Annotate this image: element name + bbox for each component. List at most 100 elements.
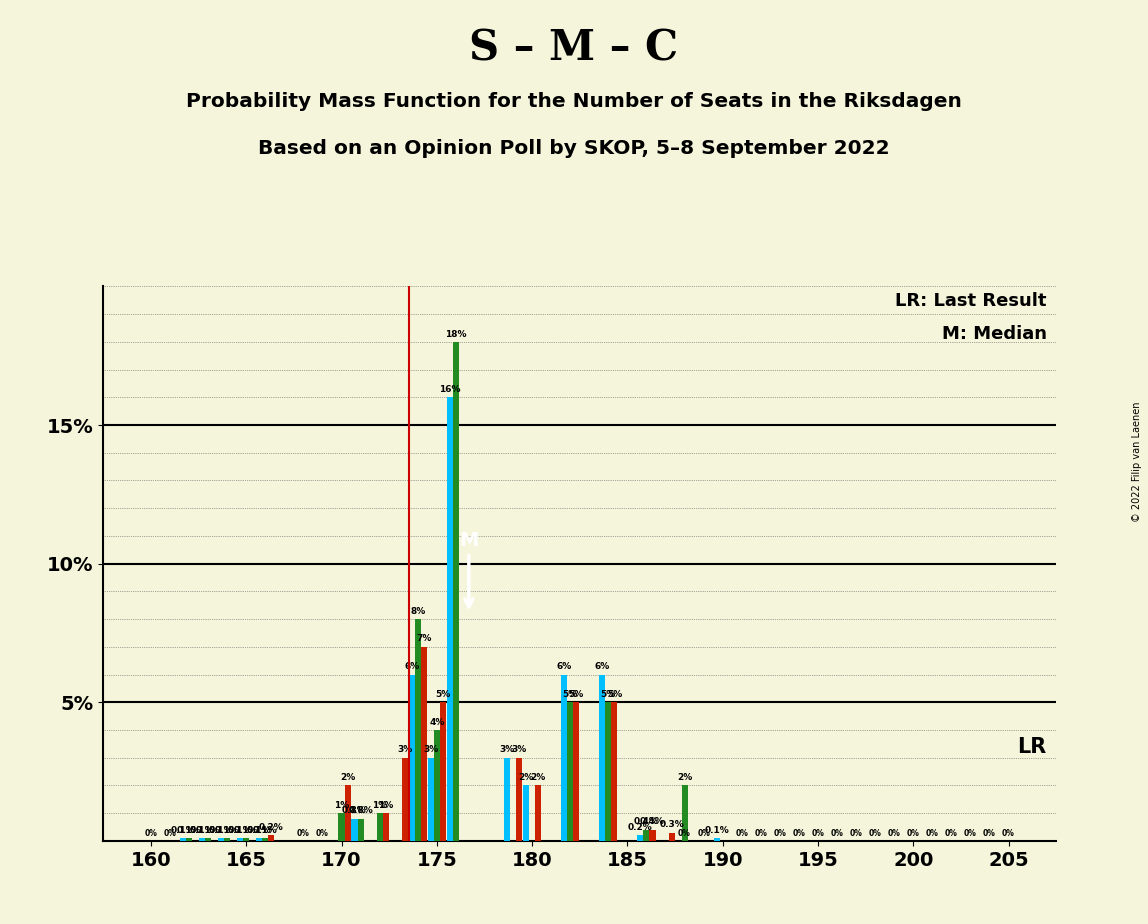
Text: 18%: 18% [445, 330, 466, 338]
Text: 0.4%: 0.4% [634, 818, 659, 826]
Text: 0.1%: 0.1% [253, 826, 278, 834]
Text: 0.8%: 0.8% [342, 807, 367, 815]
Text: 0%: 0% [945, 829, 957, 837]
Text: 0%: 0% [925, 829, 939, 837]
Bar [682, 785, 688, 841]
Bar [339, 813, 344, 841]
Text: LR: Last Result: LR: Last Result [895, 292, 1047, 310]
Text: 3%: 3% [512, 746, 527, 754]
Text: 0%: 0% [145, 829, 157, 837]
Bar [205, 838, 211, 841]
Bar [218, 838, 224, 841]
Text: 0%: 0% [297, 829, 310, 837]
Bar [561, 675, 567, 841]
Text: 7%: 7% [417, 635, 432, 643]
Text: 5%: 5% [568, 690, 584, 699]
Bar [504, 758, 510, 841]
Bar [256, 838, 262, 841]
Text: 0.2%: 0.2% [259, 823, 284, 832]
Bar [377, 813, 382, 841]
Bar [414, 619, 421, 841]
Text: S – M – C: S – M – C [470, 28, 678, 69]
Bar [605, 702, 612, 841]
Bar [199, 838, 205, 841]
Bar [517, 758, 522, 841]
Bar [402, 758, 408, 841]
Text: 6%: 6% [595, 663, 610, 671]
Bar [434, 730, 440, 841]
Bar [409, 675, 414, 841]
Bar [180, 838, 186, 841]
Text: Based on an Opinion Poll by SKOP, 5–8 September 2022: Based on an Opinion Poll by SKOP, 5–8 Se… [258, 139, 890, 158]
Text: 0.8%: 0.8% [348, 807, 373, 815]
Text: 1%: 1% [334, 801, 349, 809]
Text: 3%: 3% [499, 746, 514, 754]
Bar [523, 785, 529, 841]
Text: 0%: 0% [697, 829, 711, 837]
Bar [344, 785, 350, 841]
Bar [643, 830, 650, 841]
Text: 2%: 2% [530, 773, 545, 782]
Bar [351, 819, 357, 841]
Text: 0%: 0% [850, 829, 862, 837]
Text: 5%: 5% [435, 690, 450, 699]
Bar [668, 833, 675, 841]
Text: 0%: 0% [907, 829, 920, 837]
Text: 1%: 1% [372, 801, 387, 809]
Bar [440, 702, 445, 841]
Bar [612, 702, 618, 841]
Text: 0.1%: 0.1% [177, 826, 201, 834]
Text: 6%: 6% [404, 663, 419, 671]
Bar [243, 838, 249, 841]
Text: 2%: 2% [677, 773, 692, 782]
Text: 0.2%: 0.2% [628, 823, 653, 832]
Bar [262, 838, 269, 841]
Text: 0.1%: 0.1% [227, 826, 253, 834]
Bar [428, 758, 434, 841]
Text: 0.4%: 0.4% [641, 818, 665, 826]
Text: 0%: 0% [830, 829, 844, 837]
Text: © 2022 Filip van Laenen: © 2022 Filip van Laenen [1132, 402, 1142, 522]
Text: 3%: 3% [397, 746, 412, 754]
Text: 5%: 5% [600, 690, 616, 699]
Text: 2%: 2% [519, 773, 534, 782]
Text: 5%: 5% [563, 690, 577, 699]
Text: 0.3%: 0.3% [659, 821, 684, 829]
Text: 0.1%: 0.1% [209, 826, 233, 834]
Text: M: M [459, 530, 479, 607]
Text: 0%: 0% [774, 829, 786, 837]
Text: M: Median: M: Median [941, 325, 1047, 343]
Text: 0%: 0% [869, 829, 882, 837]
Text: 6%: 6% [557, 663, 572, 671]
Bar [224, 838, 231, 841]
Text: 0.1%: 0.1% [189, 826, 215, 834]
Text: 5%: 5% [607, 690, 622, 699]
Text: LR: LR [1017, 736, 1047, 757]
Bar [573, 702, 580, 841]
Bar [357, 819, 364, 841]
Text: 4%: 4% [429, 718, 444, 726]
Text: 0.1%: 0.1% [215, 826, 240, 834]
Bar [421, 647, 427, 841]
Text: 0.1%: 0.1% [234, 826, 258, 834]
Text: 0.1%: 0.1% [704, 826, 729, 834]
Text: 0%: 0% [735, 829, 748, 837]
Text: 0%: 0% [678, 829, 691, 837]
Bar [269, 835, 274, 841]
Bar [714, 838, 720, 841]
Text: 0%: 0% [983, 829, 996, 837]
Bar [535, 785, 541, 841]
Text: 8%: 8% [410, 607, 426, 615]
Bar [599, 675, 605, 841]
Text: 16%: 16% [439, 385, 460, 394]
Bar [186, 838, 192, 841]
Text: 0%: 0% [964, 829, 977, 837]
Text: 0%: 0% [887, 829, 901, 837]
Bar [650, 830, 656, 841]
Text: 0.1%: 0.1% [196, 826, 220, 834]
Bar [452, 342, 459, 841]
Bar [382, 813, 389, 841]
Text: 0%: 0% [1002, 829, 1015, 837]
Text: 0.1%: 0.1% [247, 826, 272, 834]
Text: 0.1%: 0.1% [171, 826, 195, 834]
